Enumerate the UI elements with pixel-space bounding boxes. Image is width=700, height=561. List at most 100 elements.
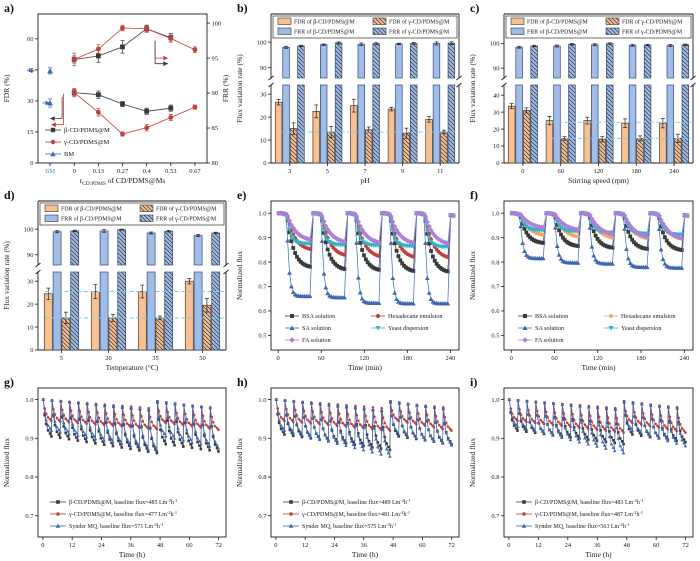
marker-square bbox=[383, 435, 386, 439]
marker-triangle-up bbox=[75, 433, 80, 437]
marker-square bbox=[358, 240, 363, 245]
bar-upper bbox=[211, 232, 221, 266]
marker-triangle-up bbox=[47, 68, 53, 74]
marker-triangle-up bbox=[358, 441, 363, 445]
marker-circle bbox=[627, 418, 631, 421]
marker-triangle-up bbox=[148, 424, 152, 428]
marker-triangle-up bbox=[340, 437, 345, 441]
marker-square bbox=[123, 433, 127, 437]
marker-triangle-up bbox=[319, 238, 325, 243]
marker-square bbox=[523, 427, 527, 431]
marker-triangle-up bbox=[370, 450, 375, 454]
marker-square bbox=[196, 440, 199, 444]
panel-f-chart: 0 60 120 180 240 0.5 0.6 0.7 0.8 0.9 1.0 Time (min)… bbox=[466, 187, 700, 374]
tick-label: 35 bbox=[152, 355, 159, 362]
bar-lower bbox=[357, 84, 365, 164]
marker-triangle-up bbox=[514, 422, 518, 426]
marker-triangle-up bbox=[518, 223, 524, 229]
tick-label: 180 bbox=[631, 168, 641, 175]
tick-label: 80 bbox=[212, 160, 219, 167]
marker-triangle-up bbox=[283, 398, 287, 402]
marker-triangle-up bbox=[565, 432, 570, 436]
marker-triangle-up bbox=[598, 433, 603, 437]
marker-triangle-up bbox=[172, 436, 177, 440]
marker-circle bbox=[339, 417, 343, 421]
bar-lower bbox=[432, 84, 441, 164]
marker-triangle-up bbox=[85, 401, 89, 405]
tick-label: 1.0 bbox=[258, 397, 266, 404]
marker-triangle-up bbox=[593, 257, 599, 262]
marker-square bbox=[291, 246, 296, 250]
series-SA solution bbox=[509, 210, 690, 270]
series-line bbox=[74, 27, 196, 60]
tick-label: 100 bbox=[490, 41, 500, 48]
marker-circle bbox=[548, 419, 551, 423]
marker-circle bbox=[132, 419, 136, 422]
bar-lower bbox=[52, 271, 62, 351]
marker-triangle-up bbox=[530, 424, 534, 428]
series-FDR of γ-CD/PDMS@M bbox=[522, 107, 682, 164]
marker-square bbox=[350, 437, 353, 440]
tick-label: 36 bbox=[128, 542, 135, 549]
bar bbox=[425, 119, 433, 164]
marker-square bbox=[387, 445, 390, 449]
marker-circle bbox=[217, 428, 220, 432]
marker-circle bbox=[650, 413, 654, 416]
bar-lower bbox=[530, 84, 538, 164]
marker-square bbox=[69, 417, 73, 420]
marker-circle bbox=[73, 418, 76, 421]
legend-box bbox=[39, 202, 225, 226]
marker-square bbox=[585, 435, 589, 439]
marker-square bbox=[682, 438, 686, 441]
line bbox=[223, 269, 229, 275]
marker-triangle-up bbox=[522, 248, 527, 254]
marker-diamond bbox=[623, 216, 630, 223]
marker-diamond bbox=[334, 236, 340, 242]
x-axis-label: Stirring speed (rpm) bbox=[568, 176, 629, 185]
legend-label: BSA solution bbox=[302, 313, 335, 320]
panel-e-label: e) bbox=[237, 188, 247, 202]
marker-triangle-up bbox=[314, 431, 319, 435]
bar-upper bbox=[628, 44, 637, 79]
marker-triangle-up bbox=[97, 426, 101, 430]
marker-triangle-up bbox=[338, 430, 343, 434]
marker-square bbox=[427, 241, 432, 246]
marker-triangle-up bbox=[330, 428, 334, 432]
marker-circle bbox=[439, 425, 443, 429]
marker-triangle-up bbox=[682, 441, 686, 445]
bar bbox=[350, 105, 358, 164]
marker-triangle-up bbox=[155, 400, 160, 404]
marker-triangle-up bbox=[678, 431, 682, 435]
marker-triangle-down bbox=[342, 243, 347, 248]
marker-square bbox=[679, 248, 684, 252]
tick-label: 90 bbox=[27, 252, 34, 259]
tick-label: 30 bbox=[27, 278, 34, 285]
marker-square bbox=[155, 451, 159, 455]
marker-square bbox=[279, 427, 283, 431]
marker-triangle-up bbox=[171, 433, 175, 437]
marker-square bbox=[560, 235, 565, 240]
marker-triangle-up bbox=[622, 226, 628, 231]
marker-triangle-down bbox=[376, 243, 382, 248]
marker-triangle-down bbox=[392, 235, 398, 240]
legend-label: Synder MQ, baseline flux=571 Lm-2h-1 bbox=[69, 522, 163, 530]
marker-triangle-up bbox=[376, 300, 382, 305]
legend-label: γ-CD/PDMS@M, baseline flux=477 Lm-2h-1 bbox=[68, 510, 177, 518]
marker-square bbox=[180, 441, 184, 445]
marker-triangle-up bbox=[636, 426, 640, 430]
legend: β-CD/PDMS@M, baseline flux=489 Lm-2h-1 γ-… bbox=[283, 498, 410, 530]
tick-label: 7 bbox=[363, 168, 367, 175]
marker-diamond bbox=[388, 213, 394, 219]
marker-circle bbox=[601, 425, 604, 428]
marker-diamond bbox=[359, 227, 365, 233]
marker-circle bbox=[671, 425, 675, 429]
marker-square bbox=[87, 419, 90, 422]
marker-triangle-up bbox=[173, 402, 177, 406]
marker-circle bbox=[429, 422, 432, 426]
panel-i-chart: 0 12 24 36 48 60 72 0.7 0.8 0.9 1.0 Time (h) Normali… bbox=[466, 374, 700, 561]
tick-label: 0 bbox=[30, 347, 33, 354]
marker-triangle-down bbox=[375, 326, 381, 331]
marker-circle bbox=[411, 419, 415, 423]
marker-triangle-up bbox=[423, 438, 427, 442]
marker-triangle-up bbox=[337, 420, 342, 424]
